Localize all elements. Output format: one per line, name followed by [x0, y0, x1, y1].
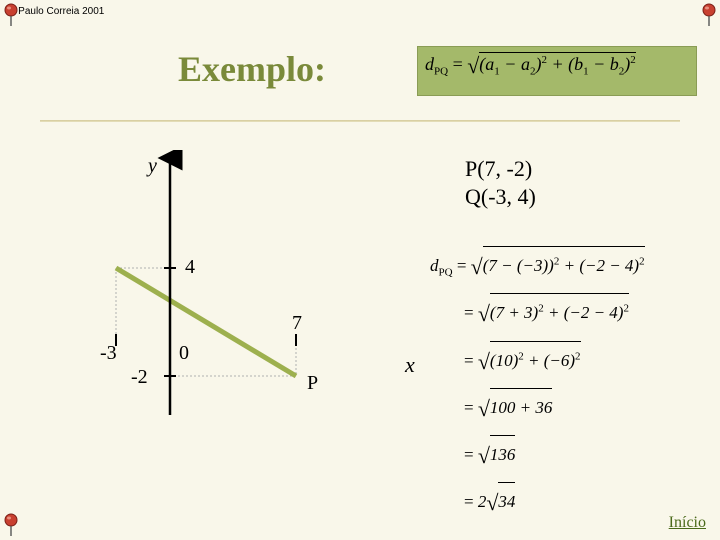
step-3: = √(10)2 + (−6)2: [430, 335, 645, 382]
copyright-text: © Paulo Correia 2001: [8, 6, 104, 17]
calculation-steps: dPQ = √(7 − (−3))2 + (−2 − 4)2 = √(7 + 3…: [430, 240, 645, 524]
page-title: Exemplo:: [178, 48, 326, 90]
tick-x0: 0: [179, 342, 189, 365]
x-axis-label: x: [405, 352, 415, 378]
pushpin-icon: [2, 513, 20, 537]
point-p-label: P: [307, 372, 318, 395]
divider: [40, 120, 680, 122]
pushpin-icon: [700, 3, 718, 27]
home-link[interactable]: Início: [669, 514, 706, 532]
points-list: P(7, -2) Q(-3, 4): [465, 155, 536, 210]
tick-yneg2: -2: [131, 366, 148, 389]
step-4: = √100 + 36: [430, 382, 645, 429]
step-6: = 2√34: [430, 476, 645, 523]
tick-y4: 4: [185, 256, 195, 279]
tick-xneg3: -3: [100, 342, 117, 365]
point-p: P(7, -2): [465, 155, 536, 183]
point-q: Q(-3, 4): [465, 183, 536, 211]
coordinate-graph: y 4 -2 -3 0 7 P: [75, 150, 355, 430]
pushpin-icon: [2, 3, 20, 27]
step-2: = √(7 + 3)2 + (−2 − 4)2: [430, 287, 645, 334]
distance-formula: dPQ = √(a1 − a2)2 + (b1 − b2)2: [425, 50, 636, 78]
step-1: dPQ = √(7 − (−3))2 + (−2 − 4)2: [430, 240, 645, 287]
step-5: = √136: [430, 429, 645, 476]
y-axis-label: y: [148, 155, 157, 178]
tick-x7: 7: [292, 312, 302, 335]
